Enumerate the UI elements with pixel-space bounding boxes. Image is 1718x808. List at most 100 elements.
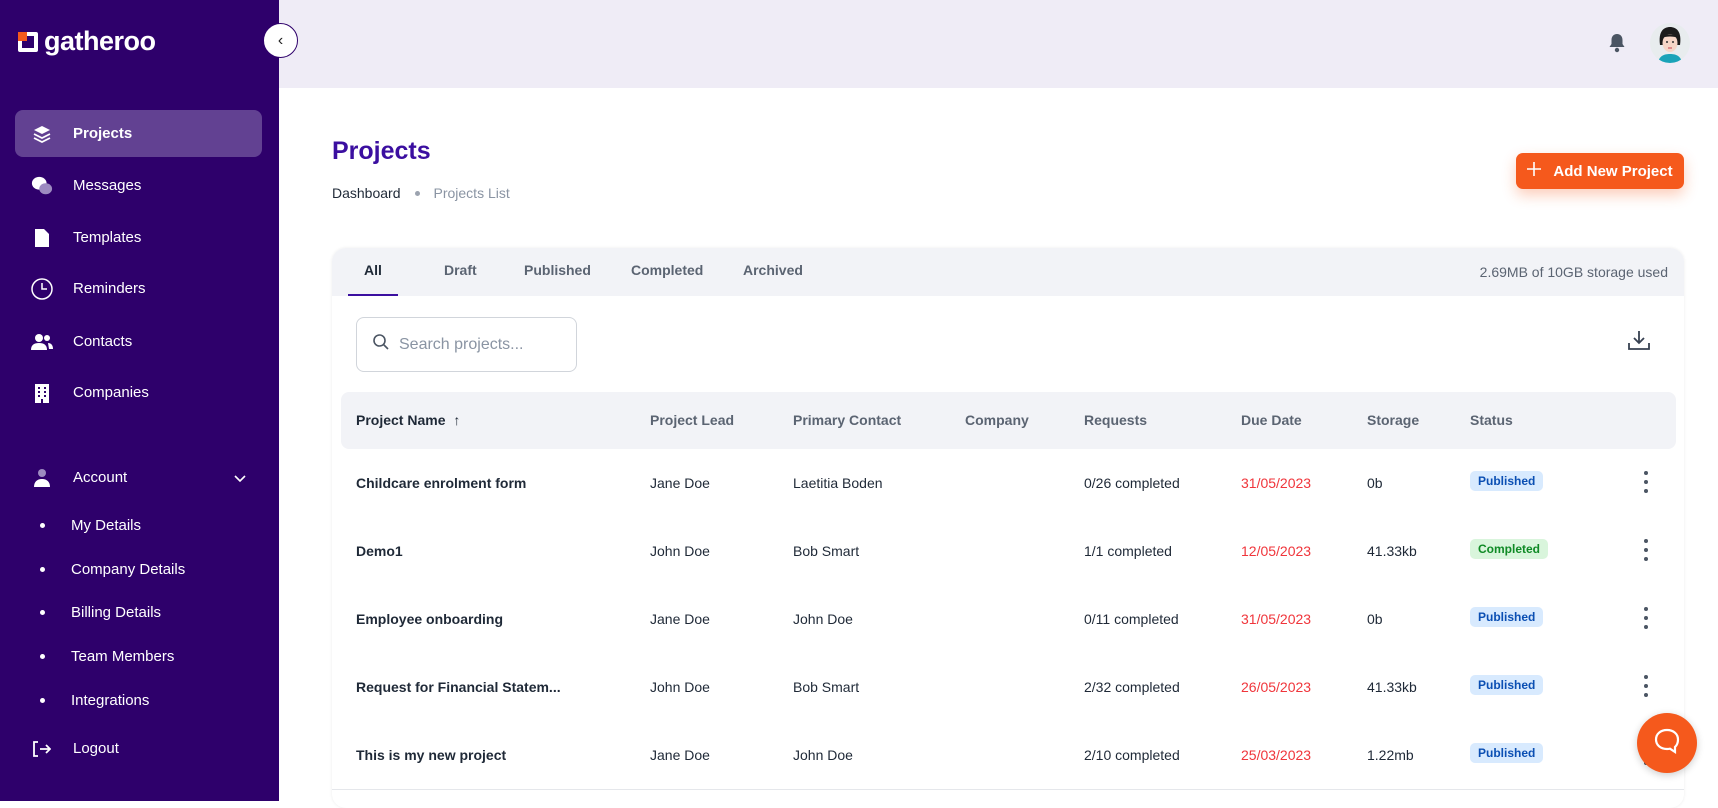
tab-archived[interactable]: Archived xyxy=(743,262,803,278)
logout-icon xyxy=(31,738,53,760)
cell-contact: Bob Smart xyxy=(793,679,860,695)
cell-due: 31/05/2023 xyxy=(1241,475,1312,491)
cell-storage: 1.22mb xyxy=(1367,747,1414,763)
cell-lead: John Doe xyxy=(650,543,710,559)
sidebar-subitem-label: Team Members xyxy=(71,647,175,665)
cell-due: 25/03/2023 xyxy=(1241,747,1312,763)
add-new-project-label: Add New Project xyxy=(1553,162,1673,180)
sidebar-item-label: Account xyxy=(73,469,128,486)
cell-name[interactable]: Employee onboarding xyxy=(356,611,504,627)
column-header-project-name[interactable]: Project Name ↑ xyxy=(356,412,460,428)
cell-storage: 0b xyxy=(1367,475,1383,491)
table-row[interactable]: Childcare enrolment form Jane Doe Laetitia… xyxy=(332,449,1684,517)
sidebar-subitem-label: My Details xyxy=(71,516,142,534)
logo-mark-icon xyxy=(18,31,38,52)
column-header-status[interactable]: Status xyxy=(1470,412,1513,428)
cell-contact: Bob Smart xyxy=(793,543,860,559)
column-header-requests[interactable]: Requests xyxy=(1084,412,1147,428)
plus-icon xyxy=(1527,162,1542,180)
notifications-bell-icon[interactable] xyxy=(1608,33,1626,58)
sidebar-item-companies[interactable]: Companies xyxy=(15,369,262,416)
top-header xyxy=(279,0,1718,88)
table-row[interactable]: Demo1 John Doe Bob Smart 1/1 completed 12/05… xyxy=(332,517,1684,585)
add-new-project-button[interactable]: Add New Project xyxy=(1516,153,1684,189)
sidebar-item-label: Contacts xyxy=(73,333,133,350)
breadcrumb-current: Projects List xyxy=(433,185,510,201)
user-avatar[interactable] xyxy=(1650,23,1690,63)
sidebar-subitem-my-details[interactable]: My Details xyxy=(15,507,262,543)
bullet-icon xyxy=(40,522,45,528)
cell-name[interactable]: Request for Financial Statem... xyxy=(356,679,561,695)
search-box[interactable] xyxy=(356,317,577,372)
cell-name[interactable]: This is my new project xyxy=(356,747,507,763)
sidebar-subitem-company-details[interactable]: Company Details xyxy=(15,551,262,587)
search-input[interactable] xyxy=(399,335,559,354)
sidebar-item-label: Messages xyxy=(73,177,142,194)
chat-support-button[interactable] xyxy=(1637,713,1697,773)
cell-contact: John Doe xyxy=(793,611,853,627)
cell-name[interactable]: Demo1 xyxy=(356,543,403,559)
column-header-primary-contact[interactable]: Primary Contact xyxy=(793,412,901,428)
table-row[interactable]: This is my new project Jane Doe John Doe 2/… xyxy=(332,721,1684,789)
sidebar-item-label: Templates xyxy=(73,229,142,246)
tab-draft[interactable]: Draft xyxy=(444,262,477,278)
building-icon xyxy=(31,382,53,404)
search-icon xyxy=(373,334,389,355)
cell-due: 12/05/2023 xyxy=(1241,543,1312,559)
collapse-sidebar-button[interactable]: ‹ xyxy=(263,23,298,58)
status-badge: Published xyxy=(1470,471,1544,491)
status-badge: Published xyxy=(1470,743,1544,763)
row-more-options-icon[interactable] xyxy=(1640,471,1652,493)
status-tabs: All Draft Published Completed Archived 2.69M… xyxy=(332,248,1684,296)
bullet-icon xyxy=(40,653,45,659)
sidebar-item-logout[interactable]: Logout xyxy=(15,725,262,772)
sort-ascending-icon[interactable]: ↑ xyxy=(453,412,461,428)
bullet-icon xyxy=(40,566,45,572)
breadcrumb-dashboard[interactable]: Dashboard xyxy=(332,185,401,201)
cell-lead: Jane Doe xyxy=(650,747,710,763)
cell-contact: Laetitia Boden xyxy=(793,475,883,491)
download-icon[interactable] xyxy=(1628,330,1650,355)
column-header-label: Primary Contact xyxy=(793,412,902,428)
logo[interactable]: gatheroo xyxy=(18,26,156,57)
sidebar-item-projects[interactable]: Projects xyxy=(15,110,262,157)
sidebar-subitem-integrations[interactable]: Integrations xyxy=(15,682,262,718)
sidebar-subitem-label: Company Details xyxy=(71,560,186,578)
sidebar-subitem-team-members[interactable]: Team Members xyxy=(15,638,262,674)
column-header-storage[interactable]: Storage xyxy=(1367,412,1419,428)
status-badge: Published xyxy=(1470,675,1544,695)
sidebar-item-account[interactable]: Account xyxy=(15,454,262,501)
chevron-down-icon xyxy=(234,470,246,487)
tab-completed[interactable]: Completed xyxy=(631,262,704,278)
cell-requests: 1/1 completed xyxy=(1084,543,1172,559)
row-more-options-icon[interactable] xyxy=(1640,607,1652,629)
table-row[interactable]: Employee onboarding Jane Doe John Doe 0/11 … xyxy=(332,585,1684,653)
row-more-options-icon[interactable] xyxy=(1640,539,1652,561)
chat-bubbles-icon xyxy=(31,175,53,197)
cell-name[interactable]: Childcare enrolment form xyxy=(356,475,527,491)
status-badge: Completed xyxy=(1470,539,1549,559)
table-row[interactable]: Request for Financial Statem... John Doe B… xyxy=(332,653,1684,721)
tab-published[interactable]: Published xyxy=(524,262,591,278)
sidebar-item-contacts[interactable]: Contacts xyxy=(15,318,262,365)
logo-text: gatheroo xyxy=(44,26,156,56)
clock-icon xyxy=(31,277,53,300)
sidebar-subitem-label: Billing Details xyxy=(71,603,162,621)
sidebar-subitem-billing-details[interactable]: Billing Details xyxy=(15,594,262,630)
user-icon xyxy=(31,467,53,489)
chevron-left-icon: ‹ xyxy=(277,31,284,49)
sidebar-item-templates[interactable]: Templates xyxy=(15,214,262,261)
breadcrumb-separator xyxy=(414,190,420,196)
column-header-label: Project Name xyxy=(356,412,446,428)
cell-lead: Jane Doe xyxy=(650,475,710,491)
sidebar-item-reminders[interactable]: Reminders xyxy=(15,265,262,312)
sidebar-item-messages[interactable]: Messages xyxy=(15,162,262,209)
column-header-label: Requests xyxy=(1084,412,1148,428)
column-header-project-lead[interactable]: Project Lead xyxy=(650,412,734,428)
column-header-due-date[interactable]: Due Date xyxy=(1241,412,1302,428)
tab-all[interactable]: All xyxy=(348,248,398,296)
cell-storage: 41.33kb xyxy=(1367,679,1417,695)
storage-used: 2.69MB of 10GB storage used xyxy=(1479,264,1668,280)
column-header-company[interactable]: Company xyxy=(965,412,1029,428)
row-more-options-icon[interactable] xyxy=(1640,675,1652,697)
